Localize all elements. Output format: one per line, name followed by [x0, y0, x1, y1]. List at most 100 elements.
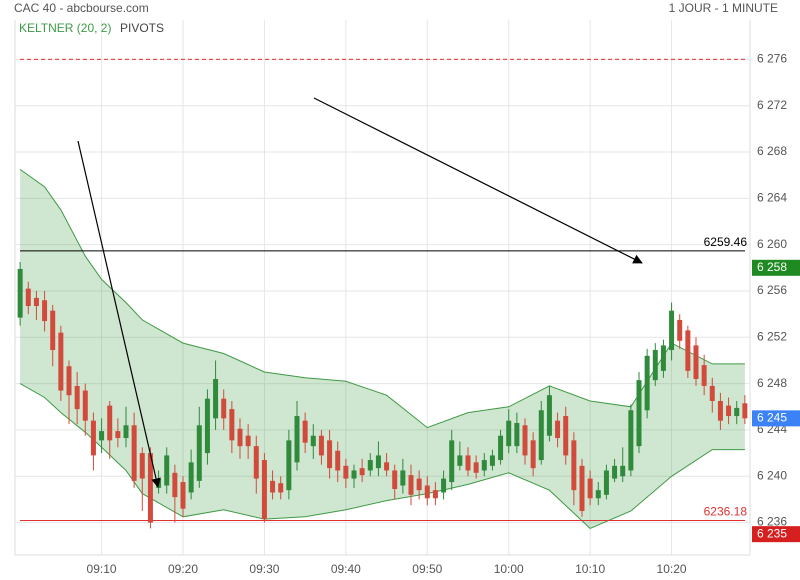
candle-body	[742, 403, 748, 419]
y-tick-label: 6 268	[757, 144, 787, 158]
candle-body	[90, 420, 96, 456]
candle-body	[734, 407, 740, 417]
candle-body	[612, 465, 618, 479]
candle-body	[278, 483, 284, 493]
candle-body	[74, 385, 80, 410]
price-tag: 6 235	[752, 526, 800, 543]
y-tick-label: 6 276	[757, 52, 787, 66]
y-tick-label: 6 264	[757, 191, 787, 205]
candle-body	[335, 450, 341, 471]
price-tag-box	[752, 410, 800, 427]
candle-body	[481, 460, 487, 471]
y-tick-label: 6 272	[757, 98, 787, 112]
x-tick-label: 10:00	[494, 562, 524, 576]
candle-body	[506, 420, 512, 447]
candle-body	[213, 378, 219, 419]
candle-body	[709, 385, 715, 401]
candle-body	[652, 350, 658, 381]
candle-body	[424, 485, 430, 499]
price-tag-box	[752, 259, 800, 276]
candle-body	[441, 478, 447, 493]
candle-body	[351, 470, 357, 479]
candle-body	[270, 480, 276, 493]
candle-body	[294, 416, 300, 463]
y-tick-label: 6 260	[757, 237, 787, 251]
x-tick-label: 09:40	[331, 562, 361, 576]
candle-body	[33, 297, 39, 307]
candle-body	[408, 475, 414, 495]
candle-body	[180, 482, 186, 509]
x-tick-label: 10:10	[575, 562, 605, 576]
candle-body	[343, 465, 349, 479]
candle-body	[660, 345, 666, 371]
candle-body	[359, 468, 365, 476]
candle-body	[318, 435, 324, 456]
price-tag-label: 6 235	[757, 526, 787, 540]
candle-body	[66, 366, 72, 396]
price-tag-box	[752, 526, 800, 543]
candle-body	[188, 462, 194, 493]
y-tick-label: 6 236	[757, 515, 787, 529]
candle-body	[473, 462, 479, 473]
candle-body	[522, 425, 528, 456]
candle-body	[253, 446, 259, 479]
candle-body	[82, 390, 88, 421]
candle-body	[432, 490, 438, 499]
candle-body	[555, 420, 561, 439]
candle-body	[693, 345, 699, 379]
candle-body	[384, 462, 390, 471]
candle-body	[530, 440, 536, 469]
candle-body	[514, 422, 520, 447]
y-tick-label: 6 256	[757, 283, 787, 297]
candle-body	[25, 288, 31, 307]
candle-body	[302, 420, 308, 443]
candle-body	[261, 460, 267, 520]
candle-body	[131, 425, 137, 481]
candle-body	[538, 410, 544, 461]
candle-body	[489, 455, 495, 466]
indicator-pivots[interactable]: PIVOTS	[120, 21, 164, 35]
x-tick-label: 09:30	[249, 562, 279, 576]
candle-body	[99, 431, 105, 441]
candle-body	[701, 365, 707, 386]
x-tick-label: 09:50	[412, 562, 442, 576]
candle-body	[416, 478, 422, 491]
candle-body	[620, 465, 626, 477]
candle-body	[498, 435, 504, 461]
candle-body	[603, 470, 609, 495]
candle-body	[237, 428, 243, 447]
candle-body	[392, 470, 398, 489]
candle-body	[204, 398, 210, 454]
candle-body	[172, 472, 178, 498]
candle-body	[139, 453, 145, 479]
candle-body	[717, 400, 723, 421]
x-tick-label: 09:10	[87, 562, 117, 576]
y-tick-label: 6 248	[757, 376, 787, 390]
candle-body	[636, 380, 642, 447]
candle-body	[669, 310, 675, 351]
level-label: 6259.46	[704, 235, 748, 249]
x-tick-label: 10:20	[657, 562, 687, 576]
candle-body	[229, 409, 235, 441]
candle-body	[677, 319, 683, 341]
y-tick-label: 6 252	[757, 329, 787, 343]
indicator-keltner[interactable]: KELTNER (20, 2)	[19, 21, 111, 35]
candle-body	[196, 425, 202, 481]
candle-body	[310, 435, 316, 447]
price-tag: 6 245	[752, 410, 800, 427]
arrow	[77, 140, 161, 488]
candle-body	[465, 455, 471, 471]
candle-body	[457, 455, 463, 466]
chart-title: CAC 40 - abcbourse.com	[14, 1, 149, 15]
candle-body	[42, 300, 48, 322]
candle-body	[17, 268, 23, 318]
candle-body	[164, 455, 170, 486]
arrow	[313, 97, 643, 264]
candle-body	[50, 310, 56, 351]
candle-body	[449, 440, 455, 483]
y-tick-label: 6 240	[757, 468, 787, 482]
candle-body	[221, 398, 227, 419]
level-label: 6236.18	[704, 505, 748, 519]
candle-body	[147, 453, 153, 523]
